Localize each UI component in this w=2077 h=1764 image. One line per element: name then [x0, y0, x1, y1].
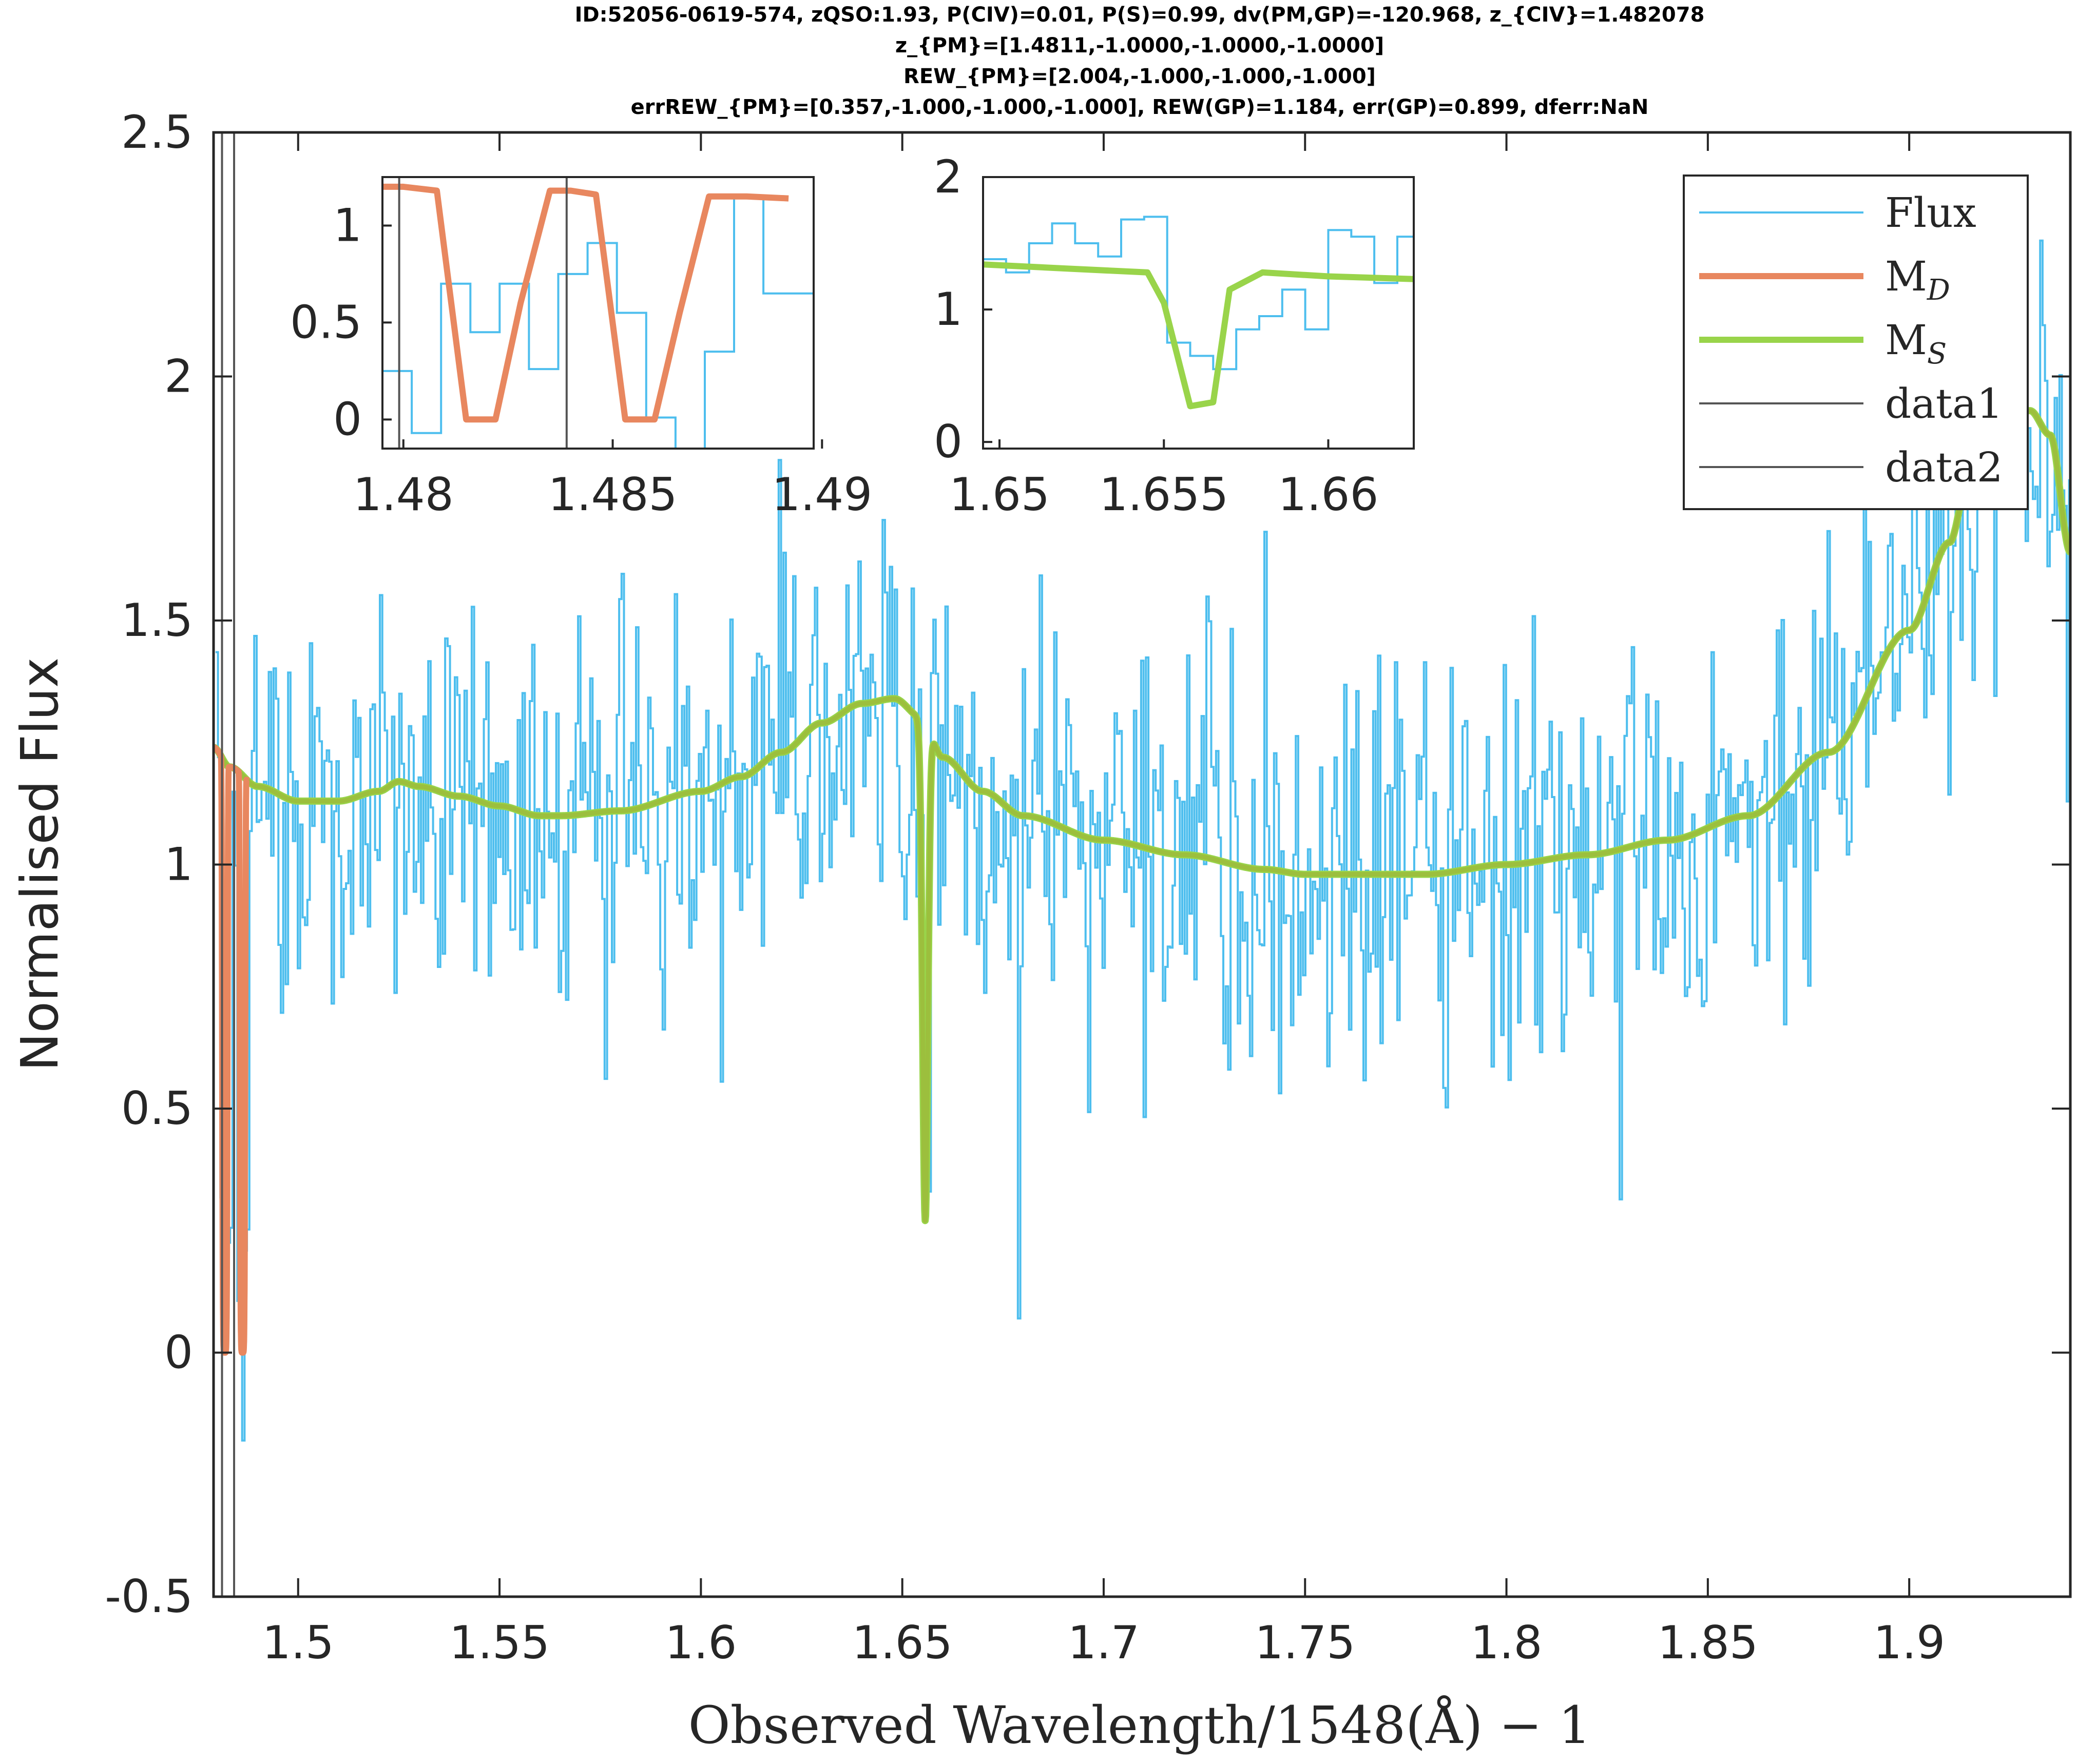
title-line-4: errREW_{PM}=[0.357,-1.000,-1.000,-1.000]…: [631, 95, 1649, 119]
inset-y-tick-label: 0.5: [290, 296, 362, 348]
y-tick-label: 1: [164, 838, 193, 891]
legend-label: data2: [1885, 443, 2003, 491]
inset-y-tick-label: 1: [333, 199, 362, 251]
y-tick-label: 2.5: [121, 106, 193, 159]
legend-label-subscript: D: [1927, 274, 1950, 307]
y-tick-label: 0: [164, 1326, 193, 1379]
inset-x-tick-label: 1.65: [949, 468, 1050, 521]
inset-plot-md: 1.48 1.485 1.49 0 0.5 1: [290, 176, 872, 521]
x-tick-label: 1.85: [1658, 1616, 1758, 1669]
flux-series: [215, 239, 2070, 1442]
legend-label: data1: [1885, 380, 2003, 428]
inset-model-series: [983, 261, 1414, 410]
inset-x-tick-label: 1.48: [353, 468, 454, 521]
y-axis-label: Normalised Flux: [10, 657, 70, 1071]
inset-y-tick-label: 1: [934, 283, 963, 336]
x-tick-label: 1.65: [852, 1616, 953, 1669]
x-tick-label: 1.75: [1255, 1616, 1355, 1669]
model-d-series: [214, 744, 251, 1356]
inset-y-tick-label: 2: [934, 150, 963, 203]
x-tick-label: 1.55: [449, 1616, 550, 1669]
inset-axes-box: [381, 176, 815, 450]
inset-x-tick-label: 1.655: [1099, 468, 1228, 521]
x-tick-label: 1.6: [665, 1616, 737, 1669]
model-d-overlap-series: [214, 408, 2070, 1223]
main-y-ticks: -0.5 0 0.5 1 1.5 2 2.5: [105, 106, 2070, 1623]
inset-data: [983, 216, 1414, 410]
x-tick-label: 1.5: [262, 1616, 334, 1669]
x-tick-label: 1.8: [1471, 1616, 1543, 1669]
main-plot-area: 1.5 1.55 1.6 1.65 1.7 1.75 1.8 1.85 1.9 -0.5 0 0.5…: [105, 106, 2072, 1669]
inset-x-tick-label: 1.49: [772, 468, 872, 521]
x-axis-label: Observed Wavelength/1548(Å) − 1: [688, 1695, 1591, 1755]
legend-label-subscript: S: [1927, 337, 1947, 371]
main-x-ticks: 1.5 1.55 1.6 1.65 1.7 1.75 1.8 1.85 1.9: [262, 132, 1945, 1669]
x-tick-label: 1.7: [1068, 1616, 1140, 1669]
inset-model-series: [382, 183, 789, 423]
legend-label: Flux: [1885, 189, 1976, 237]
y-tick-label: 2: [164, 350, 193, 403]
y-tick-label: -0.5: [105, 1570, 193, 1623]
y-tick-label: 1.5: [121, 594, 193, 647]
inset-flux-series: [382, 195, 814, 449]
title-line-3: REW_{PM}=[2.004,-1.000,-1.000,-1.000]: [903, 65, 1376, 88]
inset-flux-series: [983, 216, 1414, 371]
inset-axes-box: [982, 176, 1415, 450]
inset-y-tick-label: 0: [934, 415, 963, 468]
main-plot-data: [214, 132, 2070, 1597]
title-line-2: z_{PM}=[1.4811,-1.0000,-1.0000,-1.0000]: [895, 34, 1384, 57]
inset-x-tick-label: 1.66: [1278, 468, 1379, 521]
y-tick-label: 0.5: [121, 1082, 193, 1135]
chart-title: ID:52056-0619-574, zQSO:1.93, P(CIV)=0.0…: [575, 3, 1705, 119]
inset-data: [382, 177, 814, 449]
title-line-1: ID:52056-0619-574, zQSO:1.93, P(CIV)=0.0…: [575, 3, 1705, 27]
x-tick-label: 1.9: [1873, 1616, 1945, 1669]
inset-plot-ms: 1.65 1.655 1.66 0 1 2: [934, 150, 1415, 521]
inset-y-tick-label: 0: [333, 393, 362, 445]
inset-x-tick-label: 1.485: [548, 468, 678, 521]
